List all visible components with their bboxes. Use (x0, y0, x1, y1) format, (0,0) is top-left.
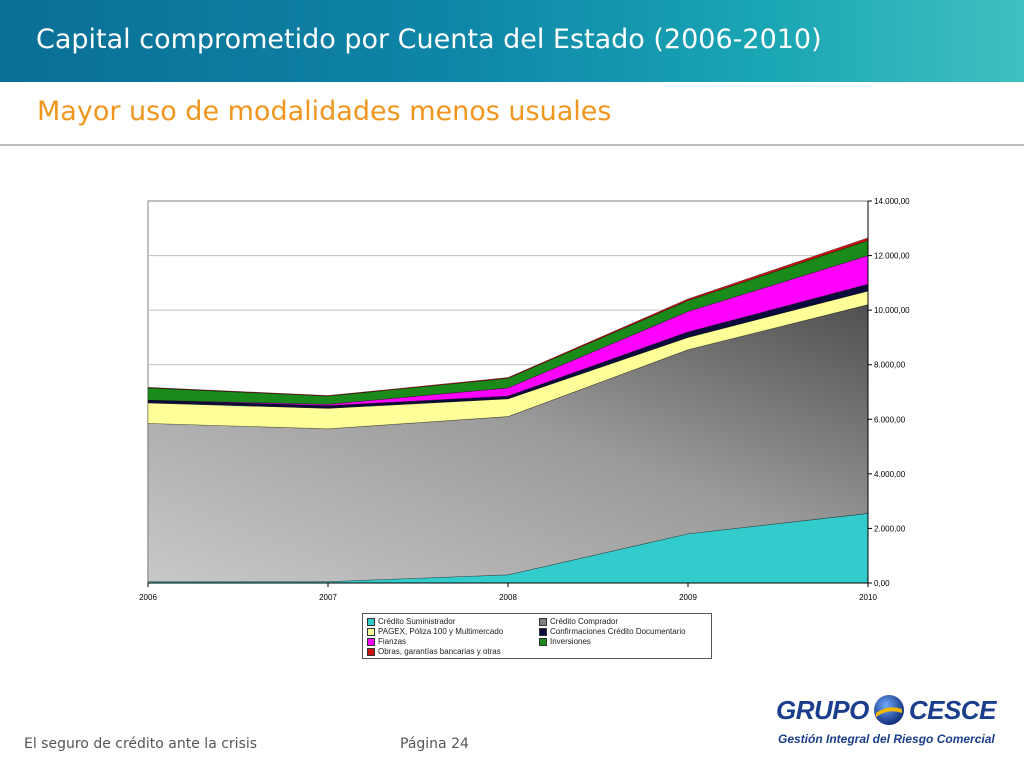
y-tick-label: 0,00 (874, 579, 890, 588)
x-tick-label: 2009 (679, 593, 697, 602)
legend-label: Crédito Comprador (550, 617, 618, 626)
legend-label: Inversiones (550, 637, 591, 646)
legend-label: Obras, garantías bancarias y otras (378, 647, 501, 656)
legend-swatch (367, 628, 375, 636)
legend-item: Crédito Comprador (539, 617, 711, 626)
legend-label: Crédito Suministrador (378, 617, 455, 626)
globe-icon (873, 694, 905, 726)
chart-legend: Crédito Suministrador Crédito Comprador PA… (362, 613, 712, 659)
logo-tagline: Gestión Integral del Riesgo Comercial (778, 732, 995, 746)
x-tick-label: 2007 (319, 593, 337, 602)
y-tick-label: 2.000,00 (874, 524, 906, 533)
legend-item: Confirmaciones Crédito Documentario (539, 627, 711, 636)
x-tick-label: 2010 (859, 593, 877, 602)
legend-item: Inversiones (539, 637, 711, 646)
grupo-cesce-logo: GRUPO CESCE Gestión Integral del Riesgo … (776, 694, 996, 750)
legend-item: PAGEX, Póliza 100 y Multimercado (367, 627, 539, 636)
legend-swatch (367, 638, 375, 646)
legend-item: Crédito Suministrador (367, 617, 539, 626)
legend-swatch (367, 618, 375, 626)
legend-swatch (539, 618, 547, 626)
logo-word-cesce: CESCE (909, 695, 996, 726)
legend-item: Fianzas (367, 637, 539, 646)
legend-label: PAGEX, Póliza 100 y Multimercado (378, 627, 503, 636)
y-tick-label: 4.000,00 (874, 470, 906, 479)
legend-label: Confirmaciones Crédito Documentario (550, 627, 686, 636)
y-tick-label: 8.000,00 (874, 361, 906, 370)
legend-swatch (539, 638, 547, 646)
logo-word-grupo: GRUPO (776, 695, 869, 726)
y-tick-label: 14.000,00 (874, 197, 910, 206)
x-tick-label: 2008 (499, 593, 517, 602)
x-tick-label: 2006 (139, 593, 157, 602)
footer-text: El seguro de crédito ante la crisis (24, 736, 257, 752)
y-tick-label: 10.000,00 (874, 306, 910, 315)
stacked-area-chart: 0,00 2.000,00 4.000,00 6.000,00 8.000,00 10.0… (0, 0, 1024, 700)
legend-swatch (367, 648, 375, 656)
page-number: Página 24 (400, 736, 469, 752)
y-tick-label: 6.000,00 (874, 415, 906, 424)
legend-swatch (539, 628, 547, 636)
y-tick-label: 12.000,00 (874, 252, 910, 261)
legend-label: Fianzas (378, 637, 406, 646)
legend-item: Obras, garantías bancarias y otras (367, 647, 539, 656)
